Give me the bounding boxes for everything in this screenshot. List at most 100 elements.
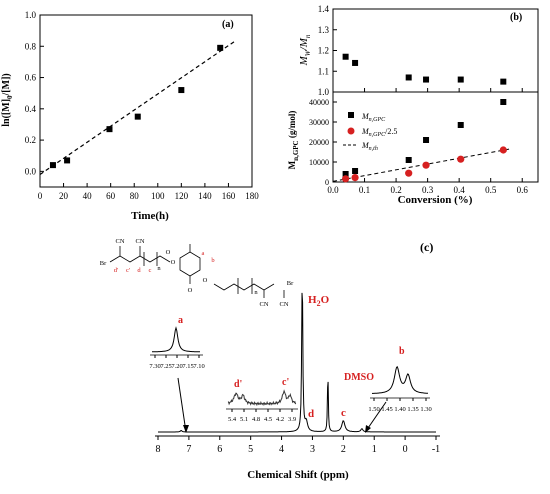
b-top-data-point bbox=[405, 74, 412, 81]
inset-b-arrow bbox=[365, 401, 387, 432]
b-top-data-point bbox=[342, 53, 349, 60]
inset-dc-tick-label: 5.4 bbox=[228, 416, 237, 423]
panel-b-top-points bbox=[342, 53, 507, 85]
structure-label: O bbox=[188, 287, 193, 294]
panel-b-top-y-ticks: 1.0 1.1 1.2 1.3 1.4 bbox=[318, 4, 337, 97]
c-xtick-label: -1 bbox=[432, 444, 440, 455]
a-xtick-label: 160 bbox=[222, 191, 236, 201]
structure-label: O bbox=[203, 277, 208, 284]
panel-a-xlabel: Time(h) bbox=[131, 210, 169, 222]
inset-a-tick-label: 7.25 bbox=[160, 363, 171, 370]
b-xtick-label: 0.4 bbox=[454, 185, 466, 195]
legend-circle-marker bbox=[347, 127, 355, 135]
legend-square-marker bbox=[348, 112, 354, 118]
b-mn-gpc-point bbox=[405, 157, 412, 163]
a-xtick-label: 40 bbox=[83, 191, 93, 201]
b-top-data-point bbox=[352, 59, 359, 66]
b-mn-gpc-point bbox=[352, 168, 359, 174]
inset-b-arrowhead bbox=[365, 425, 371, 433]
panel-c: 8 7 6 5 4 3 2 1 0 -1 (c) Chemical Shift (ppm) H2O… bbox=[100, 238, 440, 481]
inset-a-arrowhead bbox=[183, 425, 189, 433]
b-bottom-ytick-label: 30000 bbox=[309, 118, 329, 127]
a-xtick-label: 180 bbox=[245, 191, 259, 201]
b-mn-gpc-scaled-point bbox=[405, 169, 413, 177]
a-data-point bbox=[106, 126, 113, 133]
c-xtick-label: 1 bbox=[372, 444, 377, 455]
structure-label: d' bbox=[114, 267, 118, 274]
inset-dc-spectrum bbox=[227, 389, 297, 407]
left-chain-bond bbox=[109, 255, 171, 263]
a-xtick-label: 60 bbox=[106, 191, 116, 201]
a-xtick-label: 80 bbox=[130, 191, 140, 201]
b-bottom-ytick-label: 40000 bbox=[309, 98, 329, 107]
structure-label: CN bbox=[135, 238, 144, 245]
panel-b-top-ylabel: MW/Mn bbox=[298, 34, 312, 66]
structure-label: CN bbox=[259, 301, 268, 308]
nmr-spectrum bbox=[158, 292, 436, 433]
b-bottom-ytick-label: 0 bbox=[325, 178, 329, 187]
inset-a-tick-label: 7.10 bbox=[193, 363, 204, 370]
b-mn-gpc-point bbox=[500, 99, 507, 105]
inset-dc-tick-label: 5.1 bbox=[240, 416, 248, 423]
c-xtick-label: 6 bbox=[217, 444, 222, 455]
inset-b-tick-label: 1.30 bbox=[420, 406, 431, 413]
inset-b-spectrum bbox=[371, 365, 428, 394]
inset-b-ticks: 1.50 1.45 1.40 1.35 1.30 bbox=[368, 398, 432, 413]
inset-a-label: a bbox=[178, 315, 183, 326]
structure-label: a bbox=[202, 250, 205, 257]
inset-a-tick-label: 7.20 bbox=[171, 363, 182, 370]
panel-b-bottom-y-ticks: 0 10000 20000 30000 40000 bbox=[309, 98, 337, 187]
peak-label-c: c bbox=[341, 407, 346, 419]
panel-b-bottom-ylabel: Mn,GPC (g/mol) bbox=[287, 111, 300, 170]
panel-a-x-ticks: 0 20 40 60 80 100 120 140 160 180 bbox=[38, 183, 259, 201]
legend-mn-th: Mn,th bbox=[361, 141, 378, 152]
structure-label: n bbox=[254, 289, 258, 296]
b-xtick-label: 0.5 bbox=[485, 185, 497, 195]
b-bottom-ytick-label: 20000 bbox=[309, 138, 329, 147]
structure-label: CN bbox=[115, 238, 124, 245]
panel-b-bottom-points bbox=[342, 99, 507, 183]
b-mn-gpc-point bbox=[423, 137, 430, 143]
b-top-ytick-label: 1.0 bbox=[318, 87, 330, 97]
b-xtick-label: 0.0 bbox=[327, 185, 339, 195]
structure-label: O bbox=[166, 249, 171, 256]
panel-c-xlabel: Chemical Shift (ppm) bbox=[247, 469, 349, 481]
a-xtick-label: 120 bbox=[175, 191, 189, 201]
c-xtick-label: 7 bbox=[186, 444, 191, 455]
structure-label: CN bbox=[279, 301, 288, 308]
structure-label: O bbox=[171, 259, 176, 266]
inset-b: 1.50 1.45 1.40 1.35 1.30 b bbox=[365, 346, 432, 433]
peak-label-h2o: H2O bbox=[308, 294, 330, 308]
a-data-point bbox=[178, 87, 185, 94]
inset-b-tick-label: 1.35 bbox=[407, 406, 418, 413]
c-xtick-label: 2 bbox=[341, 444, 346, 455]
panel-b-xlabel: Conversion (%) bbox=[398, 194, 473, 206]
inset-a-ticks: 7.30 7.25 7.20 7.15 7.10 bbox=[149, 355, 205, 370]
a-xtick-label: 0 bbox=[38, 191, 43, 201]
b-top-data-point bbox=[500, 78, 507, 85]
panel-b: 0.0 0.1 0.2 0.3 0.4 0.5 0.6 1.0 1.1 1.2 1.3 1.4 0 1… bbox=[287, 4, 539, 206]
inset-b-tick-label: 1.40 bbox=[394, 406, 405, 413]
b-top-ytick-label: 1.2 bbox=[318, 46, 329, 56]
b-mn-gpc-scaled-point bbox=[499, 146, 507, 154]
a-ytick-label: 0.2 bbox=[25, 135, 36, 145]
c-xtick-label: 3 bbox=[310, 444, 315, 455]
b-xtick-label: 0.3 bbox=[422, 185, 434, 195]
c-xtick-label: 5 bbox=[248, 444, 253, 455]
b-mn-gpc-scaled-point bbox=[342, 175, 350, 183]
inset-a-tick-label: 7.30 bbox=[149, 363, 160, 370]
legend-mn-gpc: Mn,GPC bbox=[361, 112, 386, 123]
a-data-point bbox=[64, 157, 71, 164]
b-bottom-ytick-label: 10000 bbox=[309, 158, 329, 167]
panel-b-top-frame bbox=[332, 8, 539, 93]
panel-b-label: (b) bbox=[510, 12, 522, 23]
panel-a-fit-line bbox=[39, 41, 235, 175]
inset-dc-tick-label: 3.9 bbox=[288, 416, 296, 423]
a-data-point bbox=[217, 44, 224, 51]
b-mn-gpc-point bbox=[457, 122, 464, 128]
c-xtick-label: 8 bbox=[156, 444, 161, 455]
b-top-data-point bbox=[457, 76, 464, 83]
a-xtick-label: 140 bbox=[198, 191, 212, 201]
panel-b-x-ticks: 0.0 0.1 0.2 0.3 0.4 0.5 0.6 bbox=[327, 88, 528, 195]
